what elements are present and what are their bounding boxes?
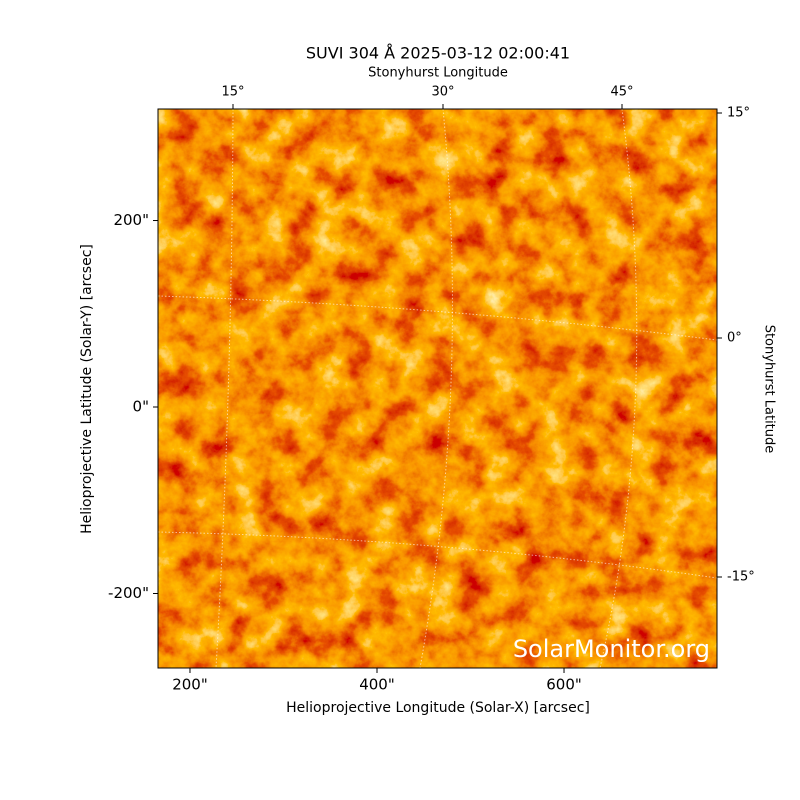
top-tick-label: 45°	[610, 85, 633, 100]
right-tick-label: -15°	[727, 570, 755, 585]
plot-frame	[157, 108, 718, 669]
right-tick-label: 0°	[727, 331, 742, 346]
y-axis-label: Helioprojective Latitude (Solar-Y) [arcs…	[79, 244, 95, 534]
stonyhurst-grid	[158, 109, 717, 668]
watermark: SolarMonitor.org	[513, 635, 710, 663]
grid-line	[419, 109, 453, 668]
top-axis-label: Stonyhurst Longitude	[368, 66, 508, 81]
grid-line	[158, 531, 717, 579]
grid-line	[158, 295, 717, 341]
top-tick-label: 30°	[431, 85, 454, 100]
solar-image	[158, 109, 717, 668]
x-tick-label: 400"	[359, 676, 395, 694]
right-tick-label: 15°	[727, 106, 750, 121]
top-tick-label: 15°	[221, 85, 244, 100]
y-tick-label: 0"	[133, 398, 149, 416]
right-axis-label: Stonyhurst Latitude	[762, 325, 777, 454]
chart-title: SUVI 304 Å 2025-03-12 02:00:41	[306, 44, 570, 63]
grid-line	[599, 109, 638, 668]
y-tick-label: 200"	[113, 211, 149, 229]
y-tick-label: -200"	[108, 584, 149, 602]
grid-line	[215, 109, 234, 668]
x-tick-label: 200"	[172, 676, 208, 694]
x-axis-label: Helioprojective Longitude (Solar-X) [arc…	[286, 700, 590, 716]
x-tick-label: 600"	[546, 676, 582, 694]
